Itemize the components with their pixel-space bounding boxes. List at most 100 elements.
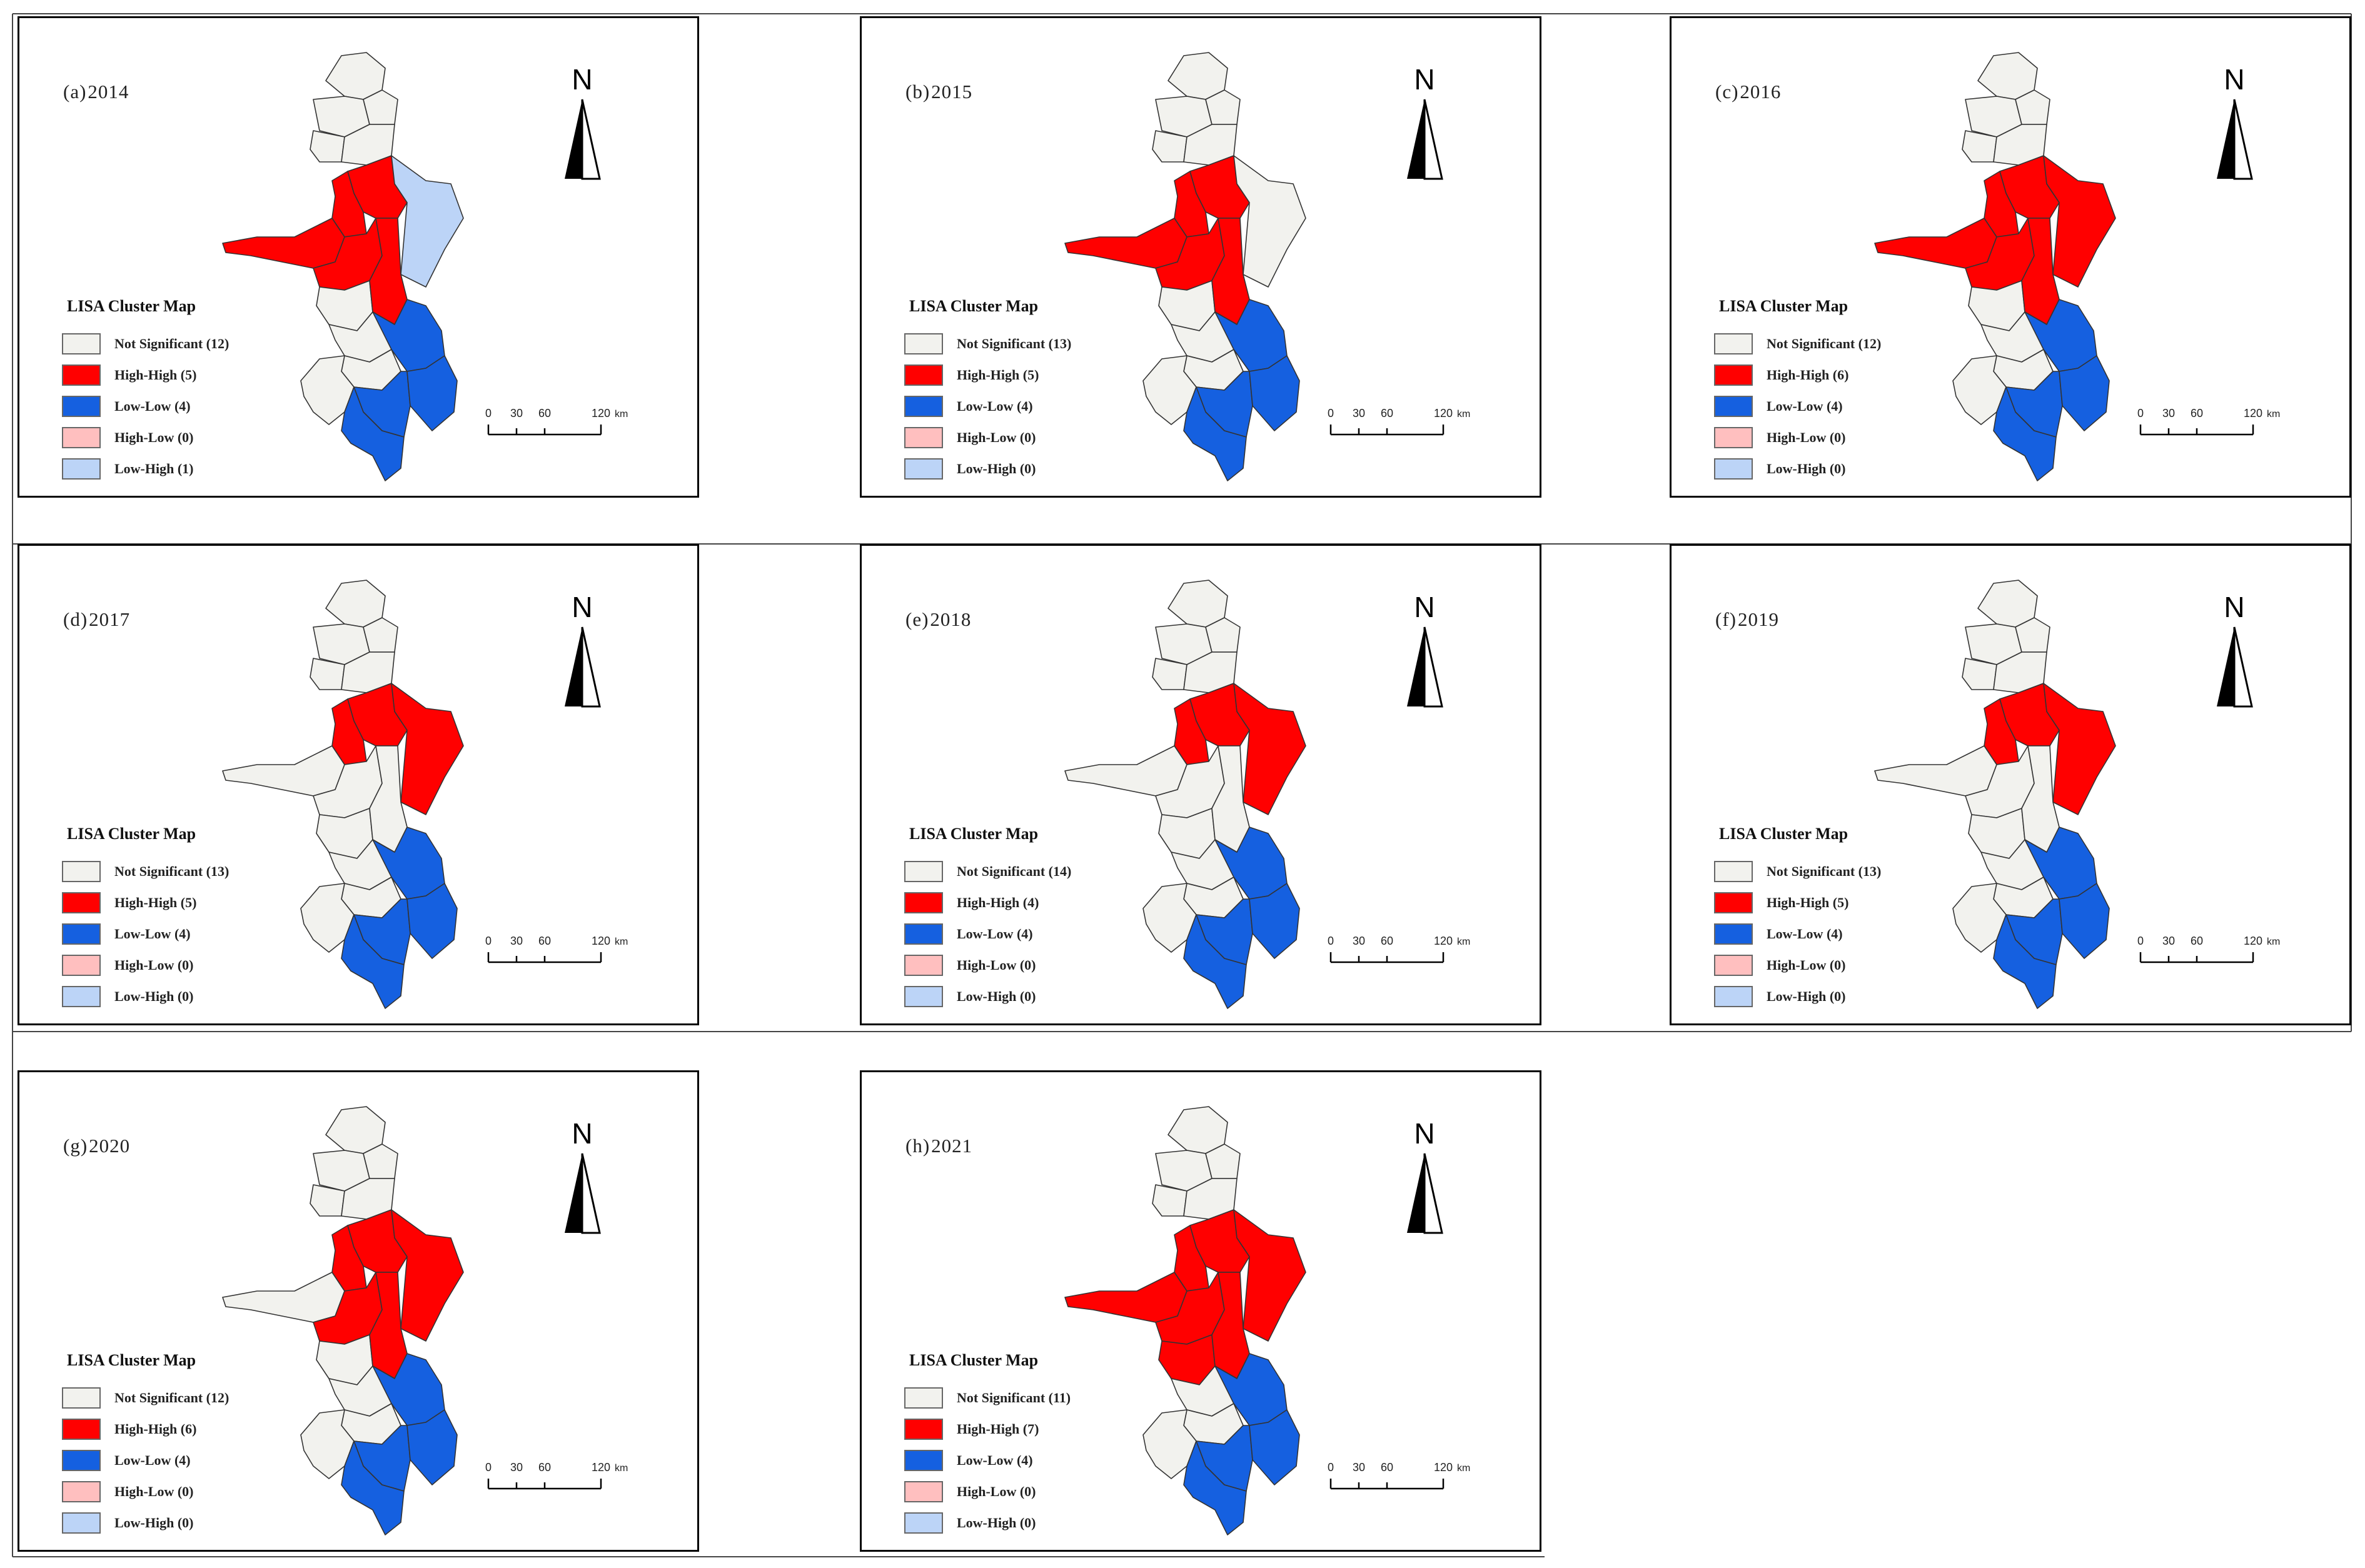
scale-tick-label: 30 xyxy=(1353,935,1365,947)
region-l1 xyxy=(372,299,445,372)
scale-tick-label: 60 xyxy=(2191,935,2203,947)
region-c2 xyxy=(347,155,408,219)
panel-title: (d)2017 xyxy=(63,608,130,631)
region-n4 xyxy=(310,1184,345,1217)
legend-swatch xyxy=(1714,333,1753,354)
north-label: N xyxy=(1414,1117,1435,1150)
legend-label: High-Low (0) xyxy=(114,430,194,445)
scale-tick-label: 60 xyxy=(538,407,551,420)
legend-swatch xyxy=(1714,892,1753,913)
legend-label: High-High (6) xyxy=(114,1421,197,1437)
scale-tick-label: 0 xyxy=(1328,407,1334,420)
region-w1 xyxy=(1064,218,1188,269)
legend-swatch xyxy=(904,427,943,448)
scale-tick-label: 0 xyxy=(485,1461,492,1474)
north-arrow-icon: N xyxy=(565,1117,601,1234)
region-l1 xyxy=(2024,299,2097,372)
region-w1 xyxy=(1874,745,1997,797)
legend-swatch xyxy=(904,861,943,882)
north-arrow-icon: N xyxy=(1407,591,1443,708)
legend-label: Not Significant (12) xyxy=(1767,336,1882,351)
region-l1 xyxy=(2024,827,2097,900)
scale-tick-label: 60 xyxy=(1381,407,1393,420)
panel-label: (b) xyxy=(905,81,930,103)
region-l4 xyxy=(406,1409,458,1485)
legend-label: High-Low (0) xyxy=(957,1484,1036,1499)
region-n4 xyxy=(1962,130,1997,163)
map-panel-2020: (g)2020 N LISA Cluster Map Not Significant … xyxy=(18,1070,699,1552)
scale-tick-label: 0 xyxy=(1328,935,1334,947)
legend-item: High-Low (0) xyxy=(904,422,1104,453)
legend-swatch xyxy=(904,1450,943,1471)
scale-unit: km xyxy=(1457,937,1470,947)
panel-title: (h)2021 xyxy=(905,1135,972,1157)
scale-tick-label: 30 xyxy=(2162,935,2175,947)
legend-title: LISA Cluster Map xyxy=(67,1351,196,1369)
scale-tick-label: 30 xyxy=(1353,407,1365,420)
legend-label: Low-Low (4) xyxy=(957,398,1033,414)
north-label: N xyxy=(572,591,592,623)
panel-year: 2021 xyxy=(931,1135,973,1157)
legend-item: Not Significant (12) xyxy=(62,1382,262,1414)
legend-item: Low-Low (4) xyxy=(62,918,262,950)
legend-item: Low-High (0) xyxy=(62,981,262,1012)
legend-label: High-High (7) xyxy=(957,1421,1039,1437)
region-w1 xyxy=(1064,745,1188,797)
legend-label: Low-High (0) xyxy=(957,461,1036,476)
legend-title: LISA Cluster Map xyxy=(909,297,1039,315)
scale-tick-label: 60 xyxy=(2191,407,2203,420)
panel-title: (f)2019 xyxy=(1715,608,1779,631)
scale-tick-label: 120 xyxy=(1434,1461,1453,1474)
north-label: N xyxy=(2224,63,2244,96)
legend-label: Low-High (1) xyxy=(114,461,194,476)
legend-swatch xyxy=(62,427,101,448)
legend-label: High-High (5) xyxy=(957,367,1039,383)
region-w1 xyxy=(1064,1272,1188,1323)
region-n4 xyxy=(1152,130,1188,163)
scale-tick-label: 30 xyxy=(2162,407,2175,420)
region-c2 xyxy=(1999,683,2060,746)
scale-bar: 0 30 60 120 km xyxy=(2137,407,2280,436)
choropleth-map xyxy=(222,580,464,1009)
legend-item: Low-Low (4) xyxy=(1714,391,1914,422)
region-n3 xyxy=(1205,89,1241,125)
legend-item: High-High (5) xyxy=(904,359,1104,391)
choropleth-map xyxy=(1064,52,1306,481)
region-e1 xyxy=(1233,683,1306,815)
legend-item: Low-Low (4) xyxy=(904,391,1104,422)
legend-label: Not Significant (13) xyxy=(957,336,1072,351)
legend-label: High-High (5) xyxy=(1767,895,1849,910)
legend-item: Not Significant (11) xyxy=(904,1382,1104,1414)
region-n4 xyxy=(310,658,345,690)
scale-unit: km xyxy=(615,1463,628,1474)
region-l4 xyxy=(1249,883,1300,959)
legend-title: LISA Cluster Map xyxy=(909,825,1039,843)
legend-label: Low-Low (4) xyxy=(114,1452,191,1468)
region-e1 xyxy=(391,683,464,815)
north-arrow-icon: N xyxy=(1407,1117,1443,1234)
legend-swatch xyxy=(62,923,101,945)
region-c2 xyxy=(1189,1209,1250,1273)
legend-label: Not Significant (11) xyxy=(957,1390,1071,1405)
legend-item: Not Significant (13) xyxy=(1714,856,1914,887)
scale-tick-label: 30 xyxy=(1353,1461,1365,1474)
legend-title: LISA Cluster Map xyxy=(909,1351,1039,1369)
legend-label: High-High (5) xyxy=(114,895,197,910)
scale-tick-label: 0 xyxy=(485,407,492,420)
scale-tick-label: 0 xyxy=(2137,935,2144,947)
legend-swatch xyxy=(904,1481,943,1502)
legend-item: Low-High (0) xyxy=(62,1507,262,1539)
scale-tick-label: 120 xyxy=(592,1461,610,1474)
region-l4 xyxy=(406,355,458,431)
scale-tick-label: 120 xyxy=(2244,935,2262,947)
legend-swatch xyxy=(62,364,101,386)
legend-swatch xyxy=(1714,923,1753,945)
panel-label: (f) xyxy=(1715,608,1737,630)
legend: LISA Cluster Map Not Significant (12) High… xyxy=(1714,297,1914,485)
region-c2 xyxy=(347,683,408,746)
scale-tick-label: 120 xyxy=(592,935,610,947)
legend-label: High-High (4) xyxy=(957,895,1039,910)
scale-bar: 0 30 60 120 km xyxy=(485,407,628,436)
legend-label: High-High (6) xyxy=(1767,367,1849,383)
